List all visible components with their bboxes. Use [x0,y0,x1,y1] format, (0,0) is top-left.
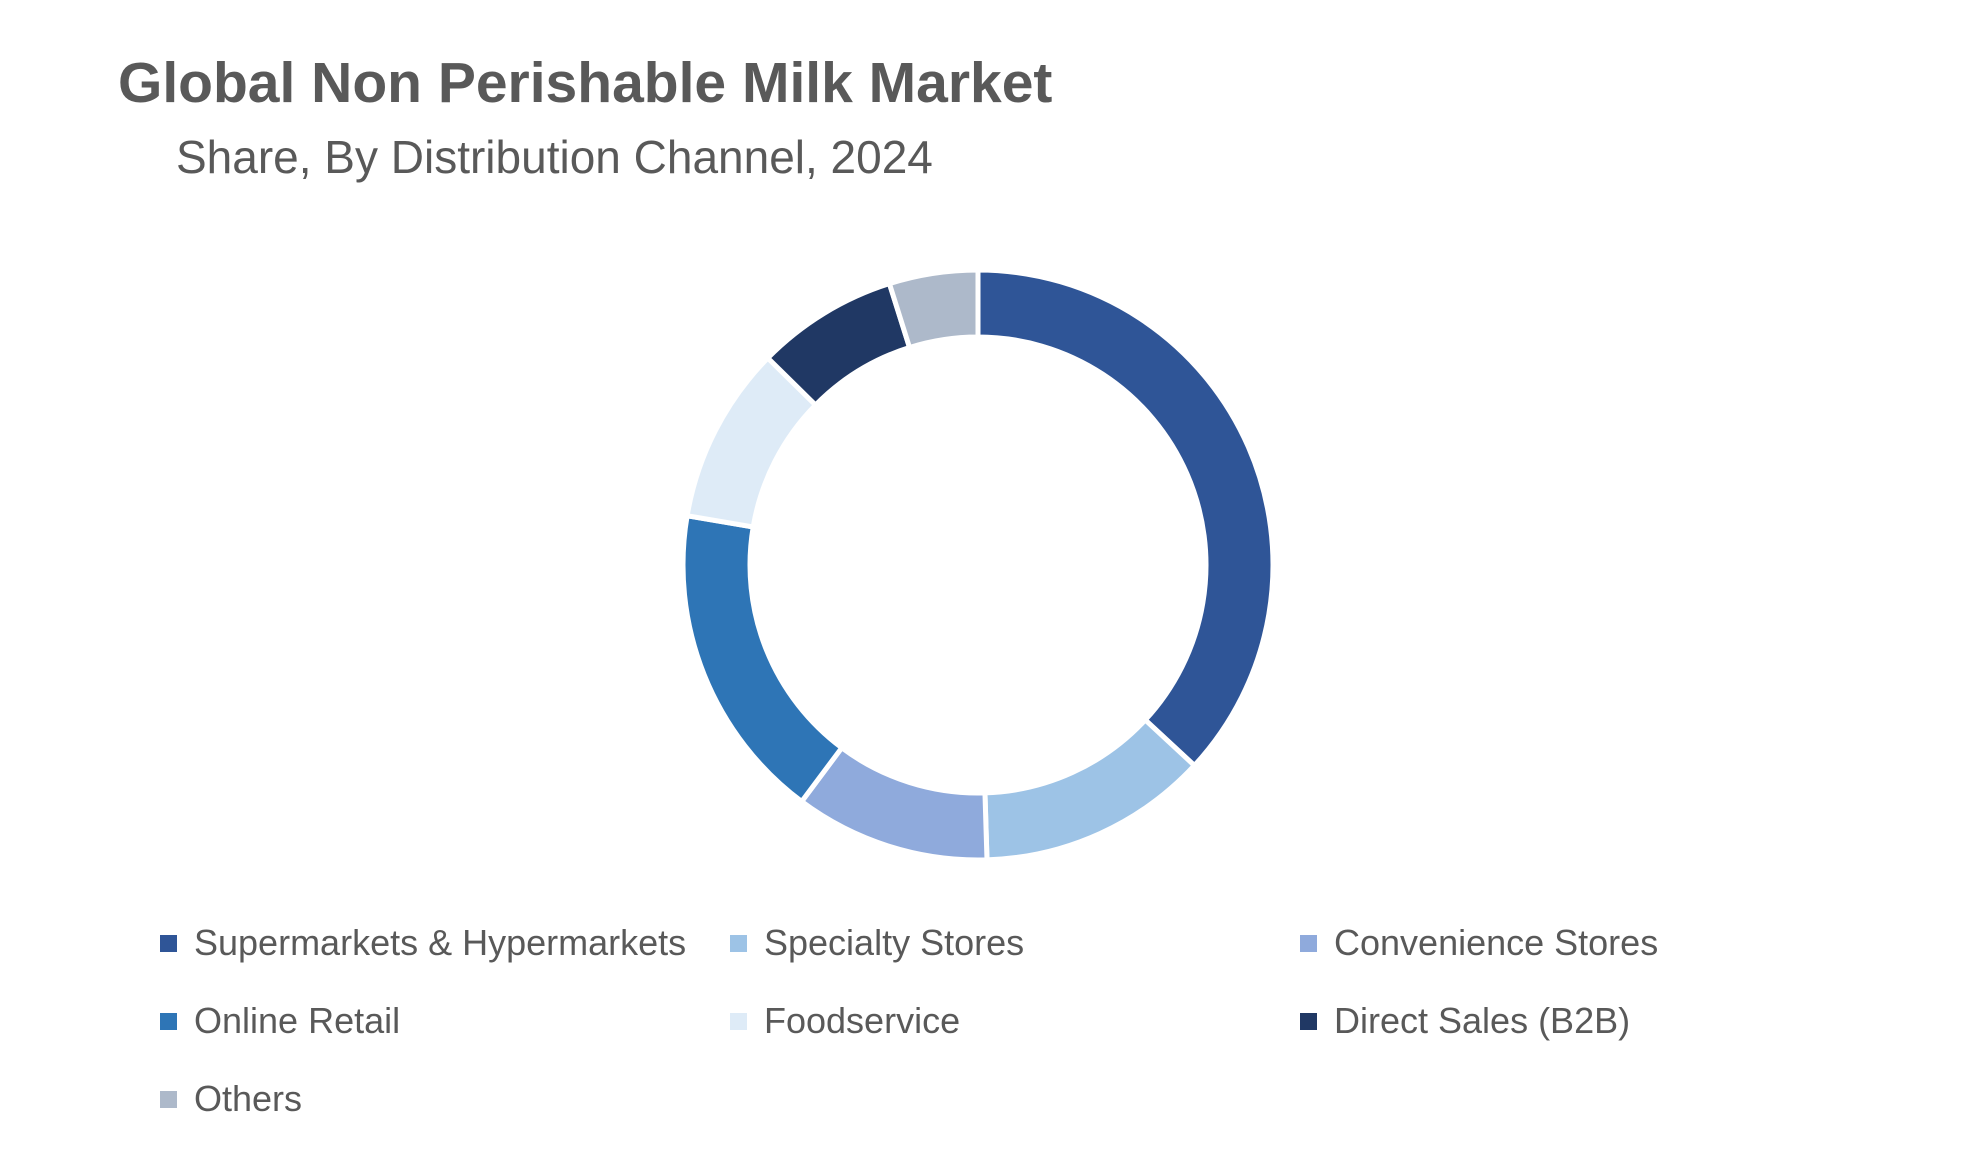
donut-slice-others [886,267,981,351]
legend-label: Supermarkets & Hypermarkets [194,922,687,963]
legend-item: Others [160,1074,302,1124]
legend-item: Supermarkets & Hypermarkets [160,918,686,968]
legend-label: Others [194,1078,303,1119]
legend-item: Foodservice [730,996,960,1046]
legend-swatch [730,934,747,952]
chart-legend: Supermarkets & Hypermarkets Specialty Sto… [160,918,1720,1148]
legend-swatch [160,934,177,952]
chart-title: Global Non Perishable Milk Market [118,51,1053,115]
donut-slice-supermarkets-hypermarkets [975,267,1276,770]
legend-label: Online Retail [194,1000,401,1041]
legend-label: Direct Sales (B2B) [1334,1000,1631,1041]
legend-swatch [1300,1012,1317,1030]
legend-swatch [1300,934,1317,952]
legend-item: Direct Sales (B2B) [1300,996,1630,1046]
donut-slice-specialty-stores [982,716,1198,863]
legend-label: Convenience Stores [1334,922,1659,963]
legend-swatch [160,1090,177,1108]
legend-swatch [730,1012,747,1030]
chart-subtitle: Share, By Distribution Channel, 2024 [176,131,933,183]
legend-item: Convenience Stores [1300,918,1658,968]
legend-item: Online Retail [160,996,400,1046]
donut-slice-online-retail [680,512,846,806]
legend-swatch [160,1012,177,1030]
legend-label: Foodservice [764,1000,961,1041]
legend-item: Specialty Stores [730,918,1024,968]
legend-label: Specialty Stores [764,922,1025,963]
